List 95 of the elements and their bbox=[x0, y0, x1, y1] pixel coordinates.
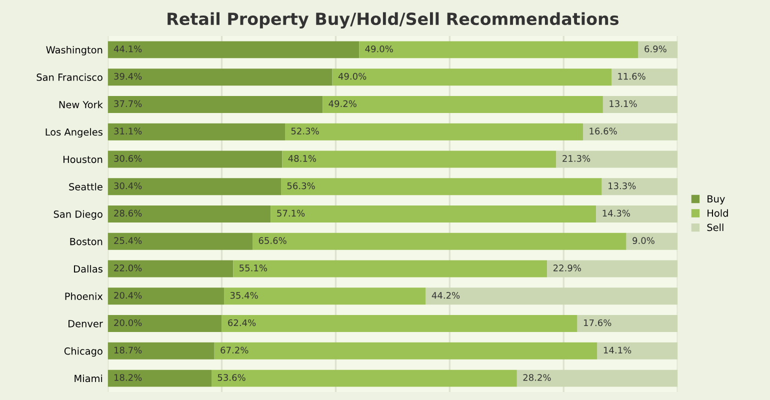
y-tick-label: New York bbox=[59, 100, 103, 108]
bar bbox=[282, 150, 556, 168]
data-label: 49.2% bbox=[328, 100, 356, 108]
y-tick-label: Chicago bbox=[64, 347, 102, 357]
data-label: 44.2% bbox=[432, 292, 460, 299]
bar bbox=[426, 288, 678, 305]
data-label: 22.0% bbox=[114, 264, 142, 272]
data-label: 16.6% bbox=[590, 128, 617, 134]
y-tick-label: Phoenix bbox=[65, 292, 103, 300]
bar bbox=[270, 206, 596, 222]
bar bbox=[359, 41, 638, 58]
data-label: 6.9% bbox=[644, 45, 666, 52]
bar bbox=[108, 123, 286, 140]
bar bbox=[233, 260, 548, 278]
bar bbox=[108, 315, 222, 332]
bar bbox=[596, 206, 678, 222]
data-label: 14.3% bbox=[602, 210, 630, 217]
data-label: 35.4% bbox=[230, 292, 258, 299]
bar bbox=[583, 123, 678, 140]
legend-label: Hold bbox=[708, 209, 728, 217]
data-label: 13.3% bbox=[608, 182, 636, 190]
data-label: 65.6% bbox=[258, 237, 286, 244]
data-label: 17.6% bbox=[584, 319, 612, 326]
bar bbox=[108, 150, 282, 168]
bar bbox=[556, 150, 678, 168]
data-label: 52.3% bbox=[291, 128, 319, 134]
bar bbox=[602, 96, 678, 113]
data-label: 48.1% bbox=[288, 155, 316, 162]
bar bbox=[577, 315, 678, 332]
data-label: 18.7% bbox=[114, 346, 142, 354]
data-label: 25.4% bbox=[114, 237, 142, 244]
bar bbox=[108, 342, 214, 360]
bar bbox=[108, 68, 332, 86]
data-label: 57.1% bbox=[277, 210, 305, 217]
data-label: 21.3% bbox=[562, 155, 590, 162]
bar bbox=[222, 315, 578, 332]
bar bbox=[108, 96, 323, 113]
bar bbox=[224, 288, 426, 305]
bar bbox=[638, 41, 678, 58]
data-label: 11.6% bbox=[618, 72, 646, 80]
bar bbox=[602, 178, 678, 196]
bar bbox=[108, 370, 212, 387]
data-label: 53.6% bbox=[218, 374, 246, 381]
bar bbox=[108, 260, 234, 278]
data-label: 28.6% bbox=[114, 210, 142, 217]
bar bbox=[516, 370, 678, 387]
bar bbox=[252, 232, 626, 250]
data-label: 13.1% bbox=[610, 100, 637, 108]
y-tick-label: Miami bbox=[74, 374, 102, 382]
data-label: 22.9% bbox=[553, 264, 581, 272]
data-label: 62.4% bbox=[228, 319, 256, 326]
bar bbox=[332, 68, 612, 86]
bar bbox=[108, 41, 360, 58]
data-label: 20.0% bbox=[114, 319, 142, 326]
bar bbox=[626, 232, 678, 250]
data-label: 20.4% bbox=[114, 292, 142, 299]
y-tick-label: Los Angeles bbox=[46, 128, 102, 138]
bar bbox=[322, 96, 603, 113]
bar bbox=[547, 260, 678, 278]
data-label: 37.7% bbox=[114, 100, 142, 108]
data-label: 49.0% bbox=[365, 45, 393, 52]
data-label: 56.3% bbox=[287, 182, 315, 190]
bar bbox=[212, 370, 517, 387]
data-label: 9.0% bbox=[632, 237, 654, 244]
bar bbox=[281, 178, 602, 196]
bar bbox=[108, 232, 253, 250]
data-label: 44.1% bbox=[114, 45, 142, 52]
bar bbox=[108, 288, 224, 305]
y-tick-label: Denver bbox=[68, 320, 103, 328]
bar bbox=[285, 123, 584, 140]
data-label: 14.1% bbox=[604, 346, 632, 354]
data-label: 49.0% bbox=[338, 72, 366, 80]
data-label: 30.4% bbox=[114, 182, 142, 190]
legend-label: Buy bbox=[708, 195, 725, 204]
data-label: 28.2% bbox=[523, 374, 551, 381]
bar bbox=[612, 68, 678, 86]
bar bbox=[108, 206, 271, 222]
legend-label: Sell bbox=[707, 224, 724, 232]
y-tick-label: San Diego bbox=[54, 210, 102, 220]
y-tick-label: Washington bbox=[46, 46, 102, 56]
bar bbox=[108, 178, 282, 196]
bar bbox=[597, 342, 678, 360]
y-tick-label: Boston bbox=[70, 238, 102, 246]
chart-title: Retail Property Buy/Hold/Sell Recommendations bbox=[168, 12, 619, 28]
data-label: 30.6% bbox=[114, 155, 142, 162]
data-label: 55.1% bbox=[240, 264, 268, 272]
data-label: 67.2% bbox=[220, 346, 248, 354]
y-tick-label: Seattle bbox=[69, 182, 102, 190]
y-tick-label: San Francisco bbox=[36, 73, 102, 81]
y-tick-label: Dallas bbox=[74, 265, 102, 273]
data-label: 18.2% bbox=[114, 374, 142, 381]
data-label: 39.4% bbox=[114, 72, 142, 80]
data-label: 31.1% bbox=[114, 128, 142, 134]
y-tick-label: Houston bbox=[63, 156, 102, 164]
bar bbox=[214, 342, 598, 360]
